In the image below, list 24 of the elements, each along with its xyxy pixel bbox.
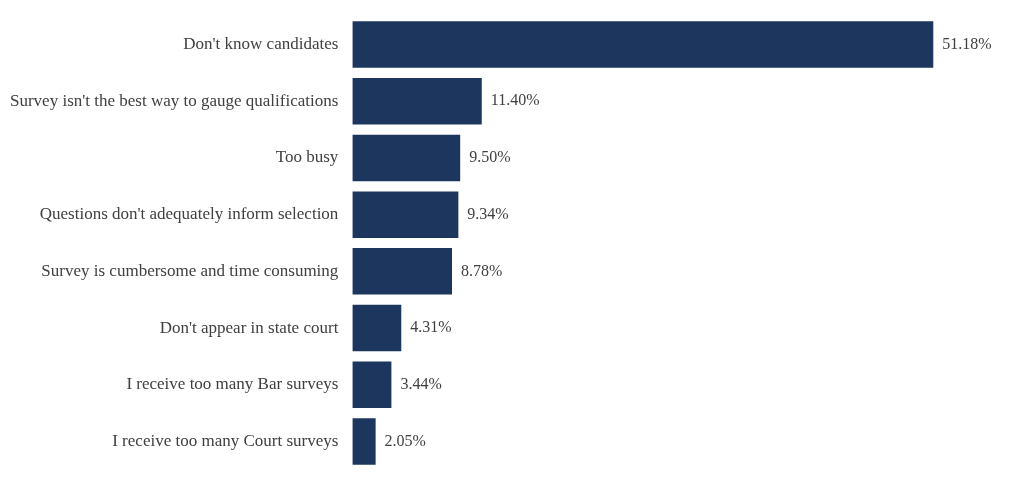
bar	[352, 304, 402, 352]
bar	[352, 418, 376, 465]
data-label: 51.18%	[942, 34, 992, 52]
y-tick-label: Don't know candidates	[183, 34, 339, 54]
y-tick-label: Too busy	[275, 147, 339, 167]
y-tick-label: Survey is cumbersome and time consuming	[41, 260, 339, 280]
data-label: 9.50%	[469, 148, 511, 166]
data-label: 2.05%	[384, 431, 426, 449]
data-label: 3.44%	[400, 374, 442, 392]
bar	[352, 361, 392, 408]
y-tick-label: Don't appear in state court	[159, 317, 339, 337]
data-label: 9.34%	[467, 204, 509, 222]
data-label: 8.78%	[461, 261, 503, 279]
y-tick-label: Questions don't adequately inform selection	[39, 204, 339, 224]
data-label: 4.31%	[410, 318, 452, 336]
y-tick-label: I receive too many Bar surveys	[126, 374, 339, 394]
y-tick-label: Survey isn't the best way to gauge qualifications	[9, 90, 339, 110]
bar	[352, 78, 482, 125]
bar	[352, 248, 453, 295]
y-tick-label: I receive too many Court surveys	[112, 430, 339, 450]
bar	[352, 21, 934, 68]
bar	[352, 134, 461, 182]
data-label: 11.40%	[490, 91, 540, 109]
bar	[352, 191, 459, 238]
